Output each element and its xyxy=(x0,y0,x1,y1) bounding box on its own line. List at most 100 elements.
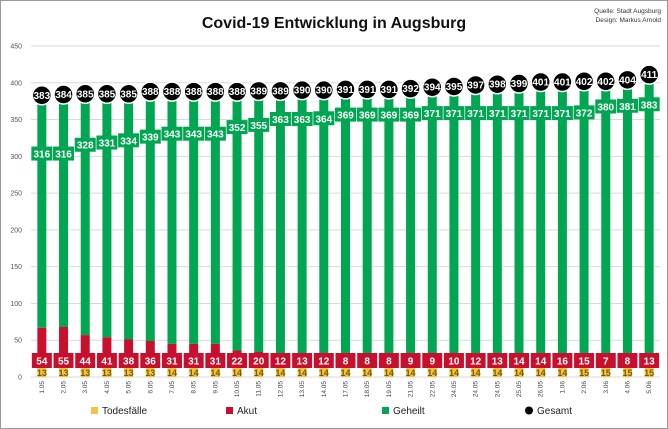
point-gesamt xyxy=(248,80,269,102)
bar-geheilt xyxy=(145,91,155,341)
label-box-geheilt xyxy=(204,126,226,141)
bar-todesfaelle xyxy=(341,366,350,377)
label-todesfaelle: 14 xyxy=(492,368,502,378)
label-todesfaelle: 13 xyxy=(102,368,112,378)
bar-todesfaelle xyxy=(644,365,654,377)
label-akut: 16 xyxy=(557,357,569,368)
label-akut: 31 xyxy=(210,357,222,368)
label-geheilt: 363 xyxy=(294,115,311,126)
x-tick-label: 2.06 xyxy=(581,381,588,394)
bar-todesfaelle xyxy=(557,366,567,377)
label-gesamt: 390 xyxy=(315,86,332,97)
label-gesamt: 392 xyxy=(402,84,419,95)
label-box-akut xyxy=(400,353,421,368)
label-geheilt: 371 xyxy=(489,109,506,120)
legend-label-todesfaelle: Todesfälle xyxy=(102,406,147,417)
y-tick-label: 200 xyxy=(10,227,22,234)
bar-todesfaelle xyxy=(514,366,524,377)
label-gesamt: 397 xyxy=(467,80,484,91)
point-gesamt xyxy=(31,85,53,106)
x-tick-label: 17.05 xyxy=(343,381,350,398)
label-gesamt: 383 xyxy=(34,91,51,102)
label-gesamt: 401 xyxy=(554,78,571,89)
label-akut: 36 xyxy=(145,357,157,368)
bar-todesfaelle xyxy=(80,367,90,377)
bar-geheilt xyxy=(37,95,47,328)
point-gesamt xyxy=(638,64,660,85)
label-geheilt: 339 xyxy=(142,133,159,144)
x-tick-label: 6.05 xyxy=(147,381,154,394)
label-box-geheilt xyxy=(335,107,356,122)
x-tick-label: 8.05 xyxy=(191,381,198,394)
x-tick-label: 10.05 xyxy=(234,381,241,398)
x-tick-label: 18.05 xyxy=(364,381,371,398)
label-box-geheilt xyxy=(378,107,400,122)
bar-geheilt xyxy=(232,91,242,351)
label-geheilt: 371 xyxy=(532,109,549,120)
label-box-geheilt xyxy=(616,98,638,113)
label-akut: 9 xyxy=(429,357,435,368)
label-todesfaelle: 15 xyxy=(622,368,632,378)
label-geheilt: 316 xyxy=(55,150,72,161)
label-todesfaelle: 15 xyxy=(579,368,589,378)
label-todesfaelle: 14 xyxy=(427,368,437,378)
label-box-akut xyxy=(595,353,616,368)
label-box-akut xyxy=(31,353,52,368)
label-todesfaelle: 14 xyxy=(319,368,329,378)
bar-todesfaelle xyxy=(406,366,416,377)
point-gesamt xyxy=(422,76,443,98)
label-box-geheilt xyxy=(248,117,270,132)
x-tick-label: 1.05 xyxy=(39,381,46,394)
bar-geheilt xyxy=(167,91,177,344)
label-box-geheilt xyxy=(356,107,378,122)
label-geheilt: 343 xyxy=(164,130,181,141)
bar-todesfaelle xyxy=(297,366,307,377)
bar-geheilt xyxy=(644,74,654,357)
label-box-akut xyxy=(422,353,443,368)
x-tick-label: 2.05 xyxy=(61,381,68,394)
label-gesamt: 401 xyxy=(532,78,549,89)
x-tick-label: 4.05 xyxy=(104,381,111,394)
label-geheilt: 328 xyxy=(77,141,94,152)
label-box-geheilt xyxy=(226,120,248,135)
label-box-akut xyxy=(183,353,204,368)
point-gesamt xyxy=(96,83,118,105)
label-box-geheilt xyxy=(96,135,118,150)
point-gesamt xyxy=(530,71,551,93)
legend-label-gesamt: Gesamt xyxy=(537,406,572,417)
bar-akut xyxy=(102,337,112,368)
label-akut: 44 xyxy=(80,357,92,368)
label-box-akut xyxy=(487,353,508,368)
x-tick-label: 7.05 xyxy=(169,381,176,394)
bar-geheilt xyxy=(384,89,394,361)
point-gesamt xyxy=(378,79,400,100)
point-gesamt xyxy=(313,79,335,101)
label-box-akut xyxy=(465,353,486,368)
point-gesamt xyxy=(356,79,378,100)
label-box-geheilt xyxy=(573,105,595,120)
label-todesfaelle: 14 xyxy=(536,368,546,378)
label-gesamt: 391 xyxy=(337,85,354,96)
label-box-akut xyxy=(75,353,96,368)
label-gesamt: 394 xyxy=(424,83,441,94)
legend-swatch-todesfaelle xyxy=(91,407,98,414)
bar-geheilt xyxy=(557,82,567,355)
legend-swatch-geheilt xyxy=(382,407,389,414)
legend-swatch-akut xyxy=(226,407,233,414)
label-geheilt: 352 xyxy=(229,123,246,134)
label-gesamt: 391 xyxy=(359,85,376,96)
label-gesamt: 391 xyxy=(381,85,398,96)
bar-todesfaelle xyxy=(319,366,329,377)
label-box-akut xyxy=(161,353,182,368)
label-box-akut xyxy=(357,353,378,368)
point-gesamt xyxy=(335,79,356,100)
y-tick-label: 250 xyxy=(10,191,22,198)
label-box-akut xyxy=(205,353,226,368)
point-gesamt xyxy=(443,76,465,97)
bar-todesfaelle xyxy=(622,365,632,377)
source-credit: Quelle: Stadt Augsburg xyxy=(594,8,661,15)
x-tick-label: 24.05 xyxy=(473,381,480,398)
label-akut: 12 xyxy=(275,357,287,368)
label-geheilt: 383 xyxy=(641,100,658,111)
label-akut: 41 xyxy=(101,357,113,368)
